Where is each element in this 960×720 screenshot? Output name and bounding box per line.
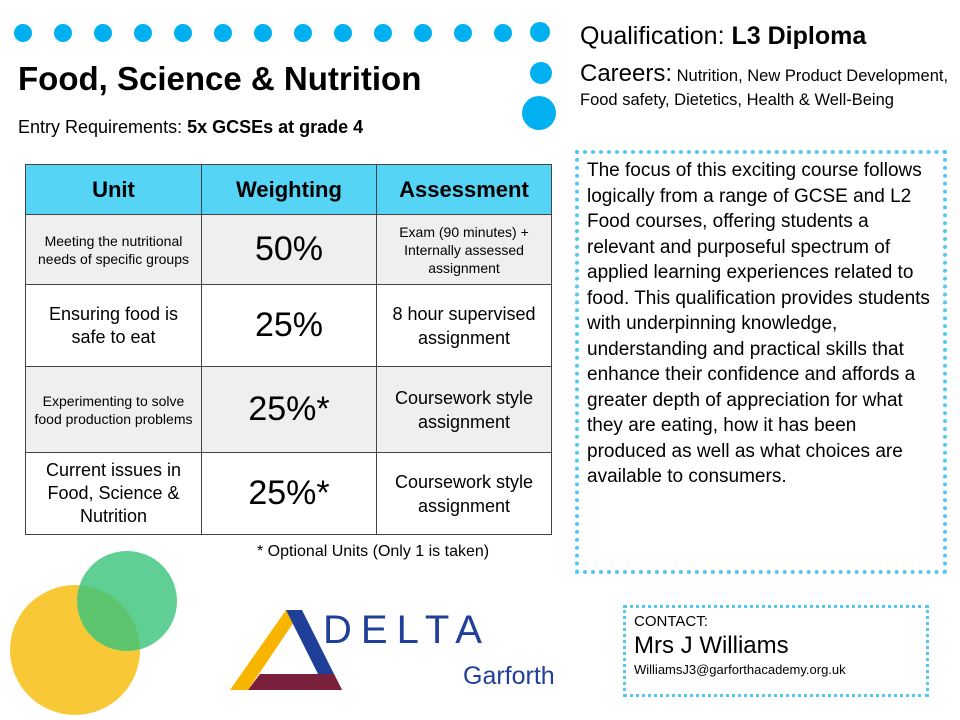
careers: Careers: Nutrition, New Product Developm… xyxy=(580,62,950,112)
decorative-dot xyxy=(54,24,72,42)
decorative-dot xyxy=(530,22,550,42)
logo-subtitle: Garforth xyxy=(463,662,555,690)
table-row: Current issues in Food, Science & Nutrit… xyxy=(25,452,552,535)
assessment-cell: Coursework style assignment xyxy=(376,366,552,453)
unit-cell: Meeting the nutritional needs of specifi… xyxy=(25,214,202,285)
entry-requirements-label: Entry Requirements: xyxy=(18,117,183,137)
course-description: The focus of this exciting course follow… xyxy=(575,150,947,574)
assessment-cell: Exam (90 minutes) + Internally assessed … xyxy=(376,214,552,285)
page-title: Food, Science & Nutrition xyxy=(18,60,422,97)
units-table-header-row: Unit Weighting Assessment xyxy=(25,164,552,215)
qualification-label: Qualification: xyxy=(580,22,725,50)
unit-cell: Ensuring food is safe to eat xyxy=(25,284,202,367)
unit-cell: Current issues in Food, Science & Nutrit… xyxy=(25,452,202,535)
decorative-dot xyxy=(214,24,232,42)
decorative-dot-row xyxy=(8,20,550,46)
decorative-dot xyxy=(334,24,352,42)
unit-cell: Experimenting to solve food production p… xyxy=(25,366,202,453)
table-row: Ensuring food is safe to eat 25% 8 hour … xyxy=(25,284,552,367)
decorative-dot-large xyxy=(522,96,556,130)
decorative-dot xyxy=(374,24,392,42)
qualification-value: L3 Diploma xyxy=(731,22,867,50)
qualification: Qualification: L3 Diploma xyxy=(580,22,866,51)
careers-value: Nutrition, New Product Development, Food… xyxy=(580,67,949,109)
entry-requirements: Entry Requirements: 5x GCSEs at grade 4 xyxy=(18,117,363,138)
delta-logo-icon xyxy=(230,610,342,690)
table-row: Meeting the nutritional needs of specifi… xyxy=(25,214,552,285)
decorative-dot-medium xyxy=(530,62,552,84)
decorative-dot xyxy=(174,24,192,42)
contact-email: WilliamsJ3@garforthacademy.org.uk xyxy=(634,662,846,677)
weighting-cell: 25%* xyxy=(201,452,377,535)
units-table: Unit Weighting Assessment Meeting the nu… xyxy=(25,164,552,535)
decorative-dot xyxy=(94,24,112,42)
weighting-cell: 25% xyxy=(201,284,377,367)
decorative-dot xyxy=(254,24,272,42)
column-header-weighting: Weighting xyxy=(201,164,377,215)
decorative-circles xyxy=(10,551,177,715)
logo-wordmark: DELTA xyxy=(323,608,491,652)
contact-heading: CONTACT: xyxy=(634,613,708,630)
weighting-cell: 50% xyxy=(201,214,377,285)
green-circle xyxy=(77,551,177,651)
decorative-dot xyxy=(414,24,432,42)
assessment-cell: Coursework style assignment xyxy=(376,452,552,535)
careers-label: Careers: xyxy=(580,60,673,87)
entry-requirements-value: 5x GCSEs at grade 4 xyxy=(187,117,364,137)
assessment-cell: 8 hour supervised assignment xyxy=(376,284,552,367)
contact-box: CONTACT: Mrs J Williams WilliamsJ3@garfo… xyxy=(623,605,929,697)
table-row: Experimenting to solve food production p… xyxy=(25,366,552,453)
decorative-dot xyxy=(14,24,32,42)
contact-name: Mrs J Williams xyxy=(634,632,789,659)
decorative-dot xyxy=(294,24,312,42)
weighting-cell: 25%* xyxy=(201,366,377,453)
optional-units-note: * Optional Units (Only 1 is taken) xyxy=(257,543,490,560)
decorative-dot xyxy=(454,24,472,42)
column-header-unit: Unit xyxy=(25,164,202,215)
decorative-dot xyxy=(134,24,152,42)
column-header-assessment: Assessment xyxy=(376,164,552,215)
decorative-dot xyxy=(494,24,512,42)
